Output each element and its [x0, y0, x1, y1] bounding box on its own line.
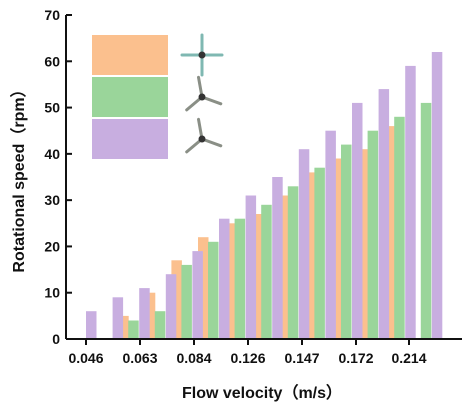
bar-series-3-7	[272, 177, 283, 339]
bar-series-3-13	[431, 52, 443, 339]
three-blade-turbine-icon	[185, 117, 223, 154]
legend-swatch-3	[92, 119, 168, 159]
bar-series-3-3	[165, 274, 177, 339]
three-blade-turbine-icon	[185, 75, 223, 112]
bar-series-1-12	[384, 126, 395, 339]
y-tick-label: 0	[52, 331, 60, 347]
x-tick-label: 0.046	[68, 350, 103, 366]
bar-series-1-4	[171, 260, 182, 339]
legend-swatch-2	[92, 77, 168, 117]
bar-series-1-2	[118, 315, 129, 339]
y-tick-label: 40	[44, 146, 60, 162]
x-tick-label: 0.147	[284, 350, 319, 366]
y-tick-label: 10	[44, 285, 60, 301]
y-tick-label: 20	[44, 238, 60, 254]
bar-series-2-5	[208, 241, 219, 339]
x-tick-label: 0.063	[122, 350, 157, 366]
y-tick-label: 60	[44, 53, 60, 69]
bar-series-3-9	[325, 130, 336, 339]
bar-series-2-8	[287, 186, 299, 339]
bar-series-3-1	[112, 297, 124, 339]
x-tick-label: 0.084	[176, 350, 211, 366]
bar-series-1-9	[304, 172, 315, 339]
axes	[65, 15, 462, 340]
bar-series-3-8	[298, 149, 310, 339]
bar-series-3-11	[378, 89, 390, 339]
y-tick-label: 30	[44, 192, 60, 208]
bar-series-1-11	[357, 149, 369, 339]
bar-series-3-4	[192, 251, 203, 339]
y-tick-label: 50	[44, 100, 60, 116]
bar-series-3-6	[245, 195, 257, 339]
x-tick-label: 0.126	[230, 350, 265, 366]
x-ticks: 0.046 0.063 0.084 0.126 0.147 0.172 0.214	[68, 339, 427, 366]
bar-series-1-10	[331, 158, 342, 339]
bars-layer	[86, 52, 443, 340]
bar-series-3-10	[352, 102, 363, 340]
x-axis-title: Flow velocity（m/s）	[182, 384, 342, 402]
bar-series-2-11	[367, 130, 379, 339]
x-tick-label: 0.172	[338, 350, 373, 366]
bar-series-3-12	[405, 65, 416, 340]
bar-series-2-2	[128, 320, 139, 339]
bar-series-1-8	[277, 195, 289, 339]
legend	[92, 33, 224, 159]
bar-series-2-12	[394, 116, 405, 339]
bar-series-2-9	[314, 167, 325, 339]
bar-series-3-2	[139, 288, 150, 339]
bar-series-1-5	[198, 237, 209, 339]
bar-series-3-0	[86, 311, 97, 339]
bar-series-3-5	[219, 218, 230, 339]
y-axis-title: Rotational speed（rpm）	[10, 81, 28, 272]
bar-series-2-7	[261, 204, 272, 339]
legend-swatch-1	[92, 35, 168, 75]
y-tick-label: 70	[44, 7, 60, 23]
bar-series-2-4	[181, 264, 192, 339]
bar-series-2-6	[234, 218, 246, 339]
three-blade-turbine-icon	[180, 33, 224, 77]
bar-series-2-13	[420, 102, 432, 340]
bar-series-1-6	[224, 223, 236, 339]
bar-series-2-10	[341, 144, 352, 339]
bar-series-1-7	[251, 214, 262, 339]
bar-series-1-3	[144, 292, 156, 339]
bar-series-2-3	[154, 311, 166, 339]
y-ticks: 0 10 20 30 40 50 60 70	[44, 7, 72, 347]
x-tick-label: 0.214	[391, 350, 426, 366]
